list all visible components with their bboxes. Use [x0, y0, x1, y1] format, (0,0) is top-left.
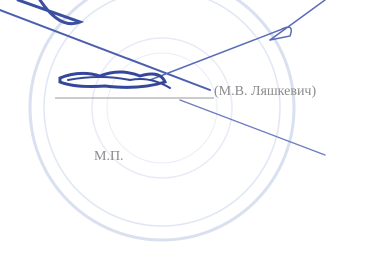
- stamp-mark-label: М.П.: [94, 149, 124, 164]
- signature-block: (М.В. Ляшкевич) М.П.: [0, 0, 386, 262]
- document-page: (М.В. Ляшкевич) М.П.: [0, 0, 386, 262]
- signatory-name: (М.В. Ляшкевич): [214, 84, 316, 99]
